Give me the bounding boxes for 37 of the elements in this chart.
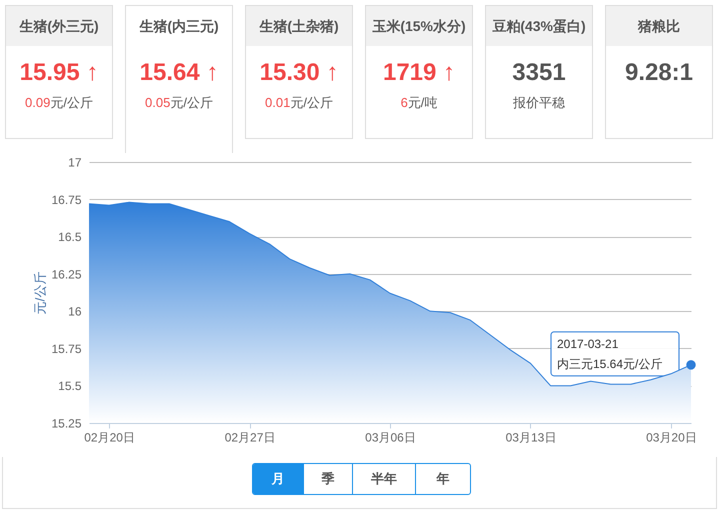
x-tick-label: 02月20日 xyxy=(84,430,135,444)
y-tick-label: 16 xyxy=(68,304,82,319)
text: 15.64 ↑ xyxy=(138,58,220,88)
y-tick-label: 17 xyxy=(68,156,82,170)
text: 月 xyxy=(253,464,303,494)
text: 15.95 ↑ xyxy=(18,58,100,88)
text: 年 xyxy=(415,464,470,494)
annotation: 内三元15.64元/公斤 xyxy=(557,356,662,371)
text: 生猪(外三元) xyxy=(6,6,112,46)
text: 9.28:1 xyxy=(624,58,694,88)
text: 0.01元/公斤 xyxy=(264,94,334,112)
y-tick-label: 15.75 xyxy=(51,342,82,356)
text: 猪粮比 xyxy=(606,6,712,46)
text: 1719 ↑ xyxy=(382,58,456,88)
y-tick-label: 16.25 xyxy=(51,267,82,282)
text: 季 xyxy=(303,464,352,494)
x-tick-label: 03月20日 xyxy=(646,430,697,444)
y-tick-label: 16.75 xyxy=(51,192,82,207)
annotation: 2017-03-21 xyxy=(557,336,619,351)
text: 生猪(内三元) xyxy=(126,6,232,46)
text: 生猪(土杂猪) xyxy=(246,6,352,46)
text: 0.09元/公斤 xyxy=(24,94,94,112)
text: 3351 xyxy=(511,58,567,88)
text: 半年 xyxy=(352,464,415,494)
x-tick-label: 03月06日 xyxy=(365,430,416,444)
x-tick-label: 02月27日 xyxy=(224,430,276,444)
y-axis-title: 元/公斤 xyxy=(32,272,48,314)
text: 豆粕(43%蛋白) xyxy=(486,6,592,46)
text: 6元/吨 xyxy=(400,94,438,112)
text: 报价平稳 xyxy=(512,94,566,112)
y-tick-label: 15.25 xyxy=(51,416,82,430)
y-tick-label: 15.5 xyxy=(58,379,82,394)
text: 15.30 ↑ xyxy=(258,58,340,88)
y-tick-label: 16.5 xyxy=(58,230,82,244)
text: 玉米(15%水分) xyxy=(366,6,472,46)
x-tick-label: 03月13日 xyxy=(506,430,556,444)
text: 0.05元/公斤 xyxy=(144,94,214,112)
